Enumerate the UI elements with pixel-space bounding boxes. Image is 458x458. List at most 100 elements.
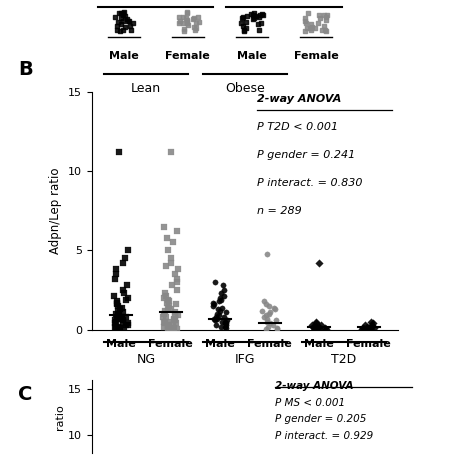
- Point: [263, 250, 271, 257]
- Point: [301, 27, 309, 35]
- Point: [116, 312, 123, 319]
- Point: [317, 322, 325, 329]
- Point: [124, 247, 131, 254]
- Point: [118, 315, 125, 322]
- Point: [168, 259, 175, 267]
- Point: [190, 15, 197, 22]
- Point: [111, 316, 118, 324]
- Point: [240, 22, 247, 29]
- Point: [171, 271, 179, 278]
- Point: [185, 22, 192, 29]
- Point: [240, 13, 247, 21]
- Text: IFG: IFG: [235, 354, 255, 366]
- Point: [116, 148, 123, 156]
- Point: [114, 26, 121, 33]
- Point: [119, 259, 126, 267]
- Point: [169, 322, 176, 329]
- Point: [369, 322, 376, 329]
- Point: [309, 323, 316, 330]
- Point: [174, 275, 181, 283]
- Point: [213, 315, 221, 322]
- Point: [247, 10, 255, 17]
- Point: [301, 15, 308, 22]
- Point: [161, 318, 168, 326]
- Point: [172, 315, 179, 322]
- Point: [192, 19, 200, 27]
- Point: [240, 26, 248, 33]
- Point: [125, 294, 132, 302]
- Text: T2D: T2D: [332, 354, 357, 366]
- Point: [251, 9, 258, 16]
- Point: [164, 323, 172, 330]
- Point: [322, 13, 330, 21]
- Point: [320, 11, 327, 19]
- Point: [323, 325, 330, 333]
- Text: 2-way ANOVA: 2-way ANOVA: [257, 94, 342, 104]
- Point: [301, 17, 309, 25]
- Point: [167, 148, 174, 156]
- Point: [312, 326, 319, 333]
- Point: [163, 313, 170, 321]
- Point: [307, 26, 315, 33]
- Point: [255, 13, 262, 21]
- Point: [267, 320, 274, 327]
- Point: [266, 309, 273, 316]
- Point: [120, 325, 128, 332]
- Text: P MS < 0.001: P MS < 0.001: [275, 398, 345, 408]
- Point: [217, 296, 224, 303]
- Text: Male: Male: [109, 51, 138, 61]
- Point: [164, 299, 171, 306]
- Point: [311, 24, 319, 32]
- Point: [217, 323, 224, 330]
- Point: [113, 271, 120, 278]
- Point: [360, 325, 368, 333]
- Point: [212, 316, 219, 324]
- Point: [313, 318, 320, 326]
- Point: [269, 322, 277, 329]
- Point: [116, 10, 123, 17]
- Point: [167, 326, 174, 333]
- Point: [210, 315, 218, 322]
- Point: [368, 326, 375, 333]
- Point: [213, 310, 220, 317]
- Point: [160, 223, 168, 230]
- Point: [221, 323, 229, 330]
- Point: [249, 12, 256, 19]
- Point: [122, 313, 129, 321]
- Point: [162, 307, 169, 314]
- Point: [304, 10, 311, 17]
- Point: [120, 12, 127, 19]
- Point: [370, 325, 377, 332]
- Point: [237, 19, 245, 27]
- Point: [168, 255, 175, 262]
- Point: [184, 17, 191, 25]
- Point: [164, 325, 172, 332]
- Point: [242, 25, 249, 32]
- Point: [273, 325, 280, 333]
- Point: [117, 20, 124, 27]
- Point: [315, 19, 322, 26]
- Point: [119, 309, 126, 316]
- Point: [124, 18, 131, 25]
- Point: [218, 304, 226, 311]
- Point: [214, 305, 221, 313]
- Point: [111, 320, 119, 327]
- Point: [126, 17, 133, 24]
- Point: [112, 310, 120, 317]
- Point: [180, 26, 187, 33]
- Point: [160, 294, 168, 302]
- Point: [252, 12, 259, 19]
- Point: [183, 9, 190, 16]
- Text: Female: Female: [294, 51, 338, 61]
- Point: [322, 17, 330, 24]
- Point: [119, 26, 126, 33]
- Point: [164, 247, 172, 254]
- Point: [123, 296, 130, 303]
- Point: [163, 262, 170, 270]
- Point: [164, 234, 171, 241]
- Point: [115, 19, 122, 26]
- Point: [174, 266, 181, 273]
- Point: [115, 323, 122, 330]
- Point: [119, 318, 126, 326]
- Point: [240, 27, 248, 35]
